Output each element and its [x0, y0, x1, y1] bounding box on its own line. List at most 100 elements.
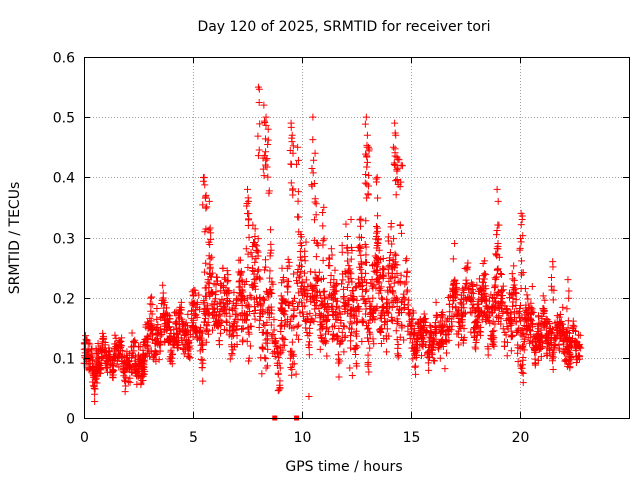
data-point: [267, 240, 275, 248]
data-point: [200, 297, 208, 305]
data-point: [302, 238, 310, 246]
data-point: [205, 252, 213, 260]
data-point: [312, 253, 320, 261]
data-point: [122, 373, 130, 381]
data-point: [492, 304, 500, 312]
data-point: [111, 331, 119, 339]
data-point: [278, 300, 286, 308]
data-point: [270, 316, 278, 324]
data-point: [322, 337, 330, 345]
data-point: [429, 337, 437, 345]
data-point: [115, 363, 123, 371]
data-point: [238, 325, 246, 333]
data-point: [264, 345, 272, 353]
data-point: [167, 357, 175, 365]
data-point: [202, 193, 210, 201]
data-point: [256, 294, 264, 302]
data-point: [339, 276, 347, 284]
data-point: [432, 311, 440, 319]
data-point: [388, 313, 396, 321]
data-point: [244, 264, 252, 272]
data-point: [188, 315, 196, 323]
data-point: [519, 379, 527, 387]
data-point: [473, 318, 481, 326]
data-point: [357, 273, 365, 281]
data-point: [222, 289, 230, 297]
data-point: [429, 331, 437, 339]
data-point: [93, 358, 101, 366]
data-point: [343, 233, 351, 241]
data-point: [481, 289, 489, 297]
data-point: [503, 338, 511, 346]
data-point: [312, 200, 320, 208]
data-point: [476, 311, 484, 319]
x-tick-label: 15: [403, 430, 421, 446]
data-point: [311, 149, 319, 157]
data-point: [190, 286, 198, 294]
data-point: [368, 276, 376, 284]
data-point: [271, 352, 279, 360]
data-point: [439, 336, 447, 344]
data-point: [384, 288, 392, 296]
data-point: [197, 334, 205, 342]
data-point: [233, 332, 241, 340]
data-point: [290, 270, 298, 278]
data-point: [346, 268, 354, 276]
data-point: [352, 360, 360, 368]
data-point: [394, 309, 402, 317]
x-tick-label: 10: [294, 430, 312, 446]
data-point: [435, 345, 443, 353]
data-point: [343, 257, 351, 265]
data-point: [398, 162, 406, 170]
data-point: [431, 327, 439, 335]
data-point: [201, 181, 209, 189]
data-point: [425, 366, 433, 374]
data-point: [245, 233, 253, 241]
data-point: [347, 337, 355, 345]
data-point: [233, 310, 241, 318]
data-point: [442, 337, 450, 345]
data-point: [242, 310, 250, 318]
data-point: [307, 268, 315, 276]
data-point: [309, 113, 317, 121]
data-point: [478, 296, 486, 304]
data-point: [333, 336, 341, 344]
data-point: [239, 288, 247, 296]
data-point: [349, 296, 357, 304]
data-point: [512, 328, 520, 336]
data-point: [217, 329, 225, 337]
data-point: [274, 387, 282, 395]
data-point: [404, 306, 412, 314]
data-point: [90, 373, 98, 381]
data-point: [347, 215, 355, 223]
data-point: [211, 297, 219, 305]
data-point: [250, 303, 258, 311]
data-point: [573, 356, 581, 364]
data-point: [464, 259, 472, 267]
data-point: [256, 120, 264, 128]
data-point: [148, 301, 156, 309]
data-point: [408, 316, 416, 324]
data-point: [450, 293, 458, 301]
data-point: [178, 336, 186, 344]
data-point: [278, 279, 286, 287]
data-point: [373, 173, 381, 181]
data-point: [546, 324, 554, 332]
data-point: [206, 290, 214, 298]
data-point: [242, 245, 250, 253]
data-point: [364, 351, 372, 359]
data-point: [205, 197, 213, 205]
data-point: [156, 341, 164, 349]
data-point: [325, 303, 333, 311]
x-tick-label: 20: [512, 430, 530, 446]
data-point: [201, 292, 209, 300]
data-point: [341, 333, 349, 341]
data-point: [451, 276, 459, 284]
data-point: [353, 296, 361, 304]
data-point: [458, 334, 466, 342]
data-point: [407, 322, 415, 329]
data-point: [412, 370, 420, 378]
data-point: [426, 321, 434, 329]
data-point: [245, 215, 253, 223]
data-point: [105, 351, 113, 359]
